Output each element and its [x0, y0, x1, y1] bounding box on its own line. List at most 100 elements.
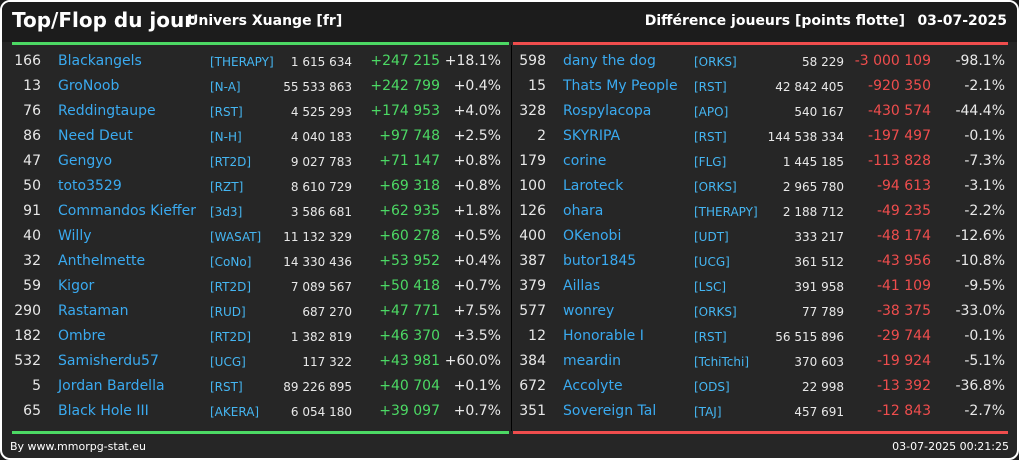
- points-value: 144 538 334: [767, 130, 844, 144]
- player-name-link[interactable]: Thats My People: [563, 78, 678, 94]
- rank-value: 76: [23, 103, 41, 119]
- diff-value: -12 843: [876, 403, 931, 419]
- points-value: 117 322: [302, 355, 352, 369]
- top-gainers-table: 166 Blackangels [THERAPY] 1 615 634 +247 215…: [12, 49, 509, 424]
- table-row: 672 Accolyte [ODS] 22 998 -13 392 -36.8%: [513, 374, 1008, 399]
- percent-value: +0.1%: [453, 378, 501, 394]
- percent-value: +7.5%: [453, 303, 501, 319]
- diff-value: +39 097: [379, 403, 440, 419]
- player-name-link[interactable]: dany the dog: [563, 53, 656, 69]
- diff-value: -41 109: [876, 278, 931, 294]
- bottom-divider-negative: [513, 431, 1008, 434]
- top-losers-table: 598 dany the dog [ORKS] 58 229 -3 000 109 -98…: [513, 49, 1008, 424]
- top-divider-negative: [513, 42, 1008, 45]
- table-row: 126 ohara [THERAPY] 2 188 712 -49 235 -2.2%: [513, 199, 1008, 224]
- rank-value: 50: [23, 178, 41, 194]
- player-name-link[interactable]: butor1845: [563, 253, 637, 269]
- footer-timestamp: 03-07-2025 00:21:25: [892, 440, 1009, 453]
- diff-value: -48 174: [876, 228, 931, 244]
- player-name-link[interactable]: Commandos Kieffer: [58, 203, 196, 219]
- percent-value: -0.1%: [964, 328, 1005, 344]
- table-row: 379 Aillas [LSC] 391 958 -41 109 -9.5%: [513, 274, 1008, 299]
- player-name-link[interactable]: Jordan Bardella: [58, 378, 165, 394]
- alliance-tag: [WASAT]: [210, 230, 262, 244]
- percent-value: -9.5%: [964, 278, 1005, 294]
- alliance-tag: [ODS]: [694, 380, 730, 394]
- player-name-link[interactable]: Samisherdu57: [58, 353, 159, 369]
- table-row: 166 Blackangels [THERAPY] 1 615 634 +247 215…: [12, 49, 509, 74]
- player-name-link[interactable]: Ombre: [58, 328, 106, 344]
- points-value: 7 089 567: [290, 280, 352, 294]
- diff-value: +71 147: [379, 153, 440, 169]
- diff-value: +247 215: [370, 53, 440, 69]
- alliance-tag: [3d3]: [210, 205, 243, 219]
- rank-value: 86: [23, 128, 41, 144]
- alliance-tag: [THERAPY]: [210, 55, 274, 69]
- points-value: 11 132 329: [283, 230, 352, 244]
- rank-value: 351: [519, 403, 546, 419]
- diff-value: +62 935: [379, 203, 440, 219]
- player-name-link[interactable]: Rastaman: [58, 303, 129, 319]
- rank-value: 40: [23, 228, 41, 244]
- diff-value: +50 418: [379, 278, 440, 294]
- player-name-link[interactable]: Rospylacopa: [563, 103, 652, 119]
- points-value: 457 691: [794, 405, 844, 419]
- player-name-link[interactable]: ohara: [563, 203, 604, 219]
- player-name-link[interactable]: corine: [563, 153, 607, 169]
- rank-value: 2: [537, 128, 546, 144]
- points-value: 4 525 293: [290, 105, 352, 119]
- rank-value: 166: [14, 53, 41, 69]
- diff-value: -29 744: [876, 328, 931, 344]
- player-name-link[interactable]: OKenobi: [563, 228, 622, 244]
- alliance-tag: [RST]: [694, 330, 727, 344]
- player-name-link[interactable]: toto3529: [58, 178, 122, 194]
- rank-value: 328: [519, 103, 546, 119]
- player-name-link[interactable]: Gengyo: [58, 153, 113, 169]
- table-row: 32 Anthelmette [CoNo] 14 330 436 +53 952 +0.4…: [12, 249, 509, 274]
- rank-value: 5: [32, 378, 41, 394]
- player-name-link[interactable]: Blackangels: [58, 53, 142, 69]
- diff-value: -19 924: [876, 353, 931, 369]
- player-name-link[interactable]: Anthelmette: [58, 253, 146, 269]
- points-value: 2 965 780: [782, 180, 844, 194]
- percent-value: -12.6%: [955, 228, 1005, 244]
- rank-value: 577: [519, 303, 546, 319]
- rank-value: 100: [519, 178, 546, 194]
- points-value: 1 615 634: [290, 55, 352, 69]
- player-name-link[interactable]: Black Hole III: [58, 403, 149, 419]
- percent-value: +1.8%: [453, 203, 501, 219]
- player-name-link[interactable]: GroNoob: [58, 78, 120, 94]
- diff-value: -13 392: [876, 378, 931, 394]
- rank-value: 532: [14, 353, 41, 369]
- diff-value: -430 574: [868, 103, 931, 119]
- table-row: 86 Need Deut [N-H] 4 040 183 +97 748 +2.5%: [12, 124, 509, 149]
- alliance-tag: [APO]: [694, 105, 729, 119]
- table-row: 532 Samisherdu57 [UCG] 117 322 +43 981 +60.0%: [12, 349, 509, 374]
- percent-value: +0.4%: [453, 78, 501, 94]
- player-name-link[interactable]: wonrey: [563, 303, 615, 319]
- player-name-link[interactable]: SKYRIPA: [563, 128, 621, 144]
- player-name-link[interactable]: Reddingtaupe: [58, 103, 156, 119]
- player-name-link[interactable]: Willy: [58, 228, 92, 244]
- rank-value: 387: [519, 253, 546, 269]
- points-value: 14 330 436: [283, 255, 352, 269]
- player-name-link[interactable]: Kigor: [58, 278, 95, 294]
- player-name-link[interactable]: Honorable I: [563, 328, 644, 344]
- player-name-link[interactable]: meardin: [563, 353, 621, 369]
- player-name-link[interactable]: Accolyte: [563, 378, 623, 394]
- alliance-tag: [UCG]: [210, 355, 246, 369]
- player-name-link[interactable]: Need Deut: [58, 128, 133, 144]
- percent-value: -2.7%: [964, 403, 1005, 419]
- rank-value: 379: [519, 278, 546, 294]
- player-name-link[interactable]: Aillas: [563, 278, 601, 294]
- table-row: 100 Laroteck [ORKS] 2 965 780 -94 613 -3.1%: [513, 174, 1008, 199]
- rank-value: 290: [14, 303, 41, 319]
- alliance-tag: [ORKS]: [694, 180, 737, 194]
- rank-value: 598: [519, 53, 546, 69]
- player-name-link[interactable]: Sovereign Tal: [563, 403, 657, 419]
- diff-value: +43 981: [379, 353, 440, 369]
- player-name-link[interactable]: Laroteck: [563, 178, 624, 194]
- diff-value: +53 952: [379, 253, 440, 269]
- percent-value: +0.7%: [453, 278, 501, 294]
- alliance-tag: [ORKS]: [694, 305, 737, 319]
